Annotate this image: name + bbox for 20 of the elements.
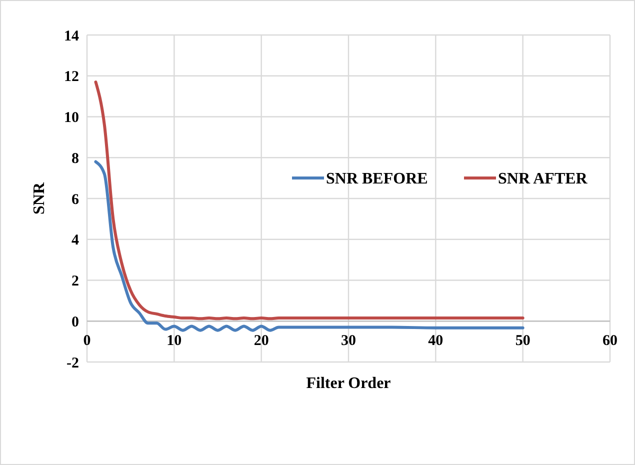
- y-axis-title: SNR: [31, 182, 48, 215]
- y-tick-label: 8: [72, 150, 79, 167]
- x-tick-label: 30: [341, 333, 356, 350]
- x-tick-label: 0: [83, 333, 91, 350]
- x-tick-label: 10: [166, 333, 182, 350]
- legend-label: SNR BEFORE: [326, 170, 428, 188]
- y-tick-label: 6: [72, 192, 80, 208]
- x-axis-title: Filter Order: [306, 375, 391, 392]
- y-tick-label: 14: [64, 28, 80, 44]
- x-tick-label: 50: [515, 333, 530, 350]
- legend-label: SNR AFTER: [498, 170, 588, 188]
- x-tick-label: 20: [254, 333, 269, 350]
- x-tick-label: 40: [428, 333, 444, 350]
- y-tick-label: 12: [64, 69, 79, 86]
- y-tick-label: 0: [72, 314, 79, 330]
- y-tick-label: -2: [66, 355, 79, 372]
- y-tick-label: 4: [72, 232, 80, 249]
- x-tick-label: 60: [602, 333, 618, 350]
- y-tick-label: 2: [72, 274, 79, 290]
- y-tick-label: 10: [64, 110, 79, 126]
